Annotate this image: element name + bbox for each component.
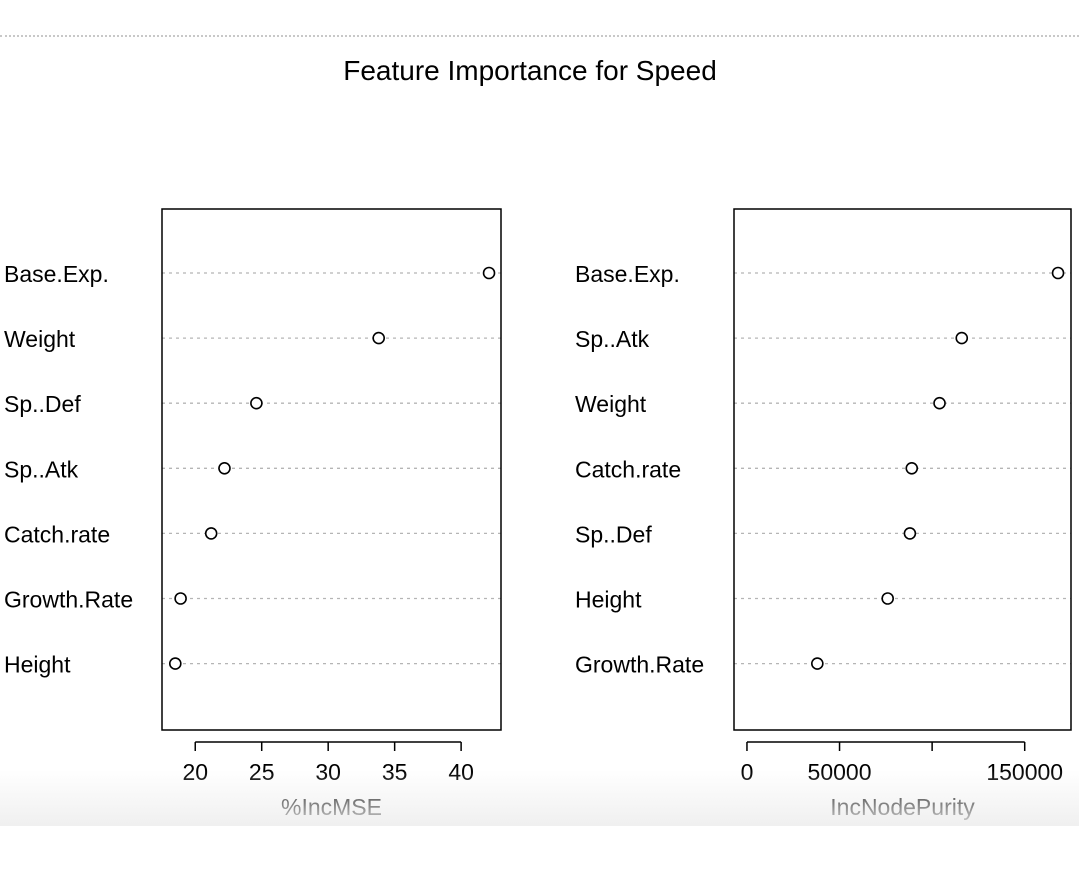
purity-x-tick-label: 50000 xyxy=(808,759,872,785)
mse-category-label: Sp..Atk xyxy=(4,456,79,482)
mse-x-axis-title: %IncMSE xyxy=(281,794,382,820)
top-divider xyxy=(0,35,1079,37)
bottom-strip xyxy=(0,826,1079,872)
mse-category-label: Base.Exp. xyxy=(4,261,109,287)
mse-point xyxy=(204,527,218,540)
mse-x-tick-label: 25 xyxy=(249,759,275,785)
purity-category-label: Height xyxy=(575,587,642,613)
purity-point xyxy=(811,657,824,670)
mse-point xyxy=(168,657,182,670)
panel-incnodepurity: Base.Exp. Sp..Atk Weight Catch.rate Sp..Def H… xyxy=(575,208,1072,820)
purity-category-label: Base.Exp. xyxy=(575,261,680,287)
mse-point xyxy=(482,266,496,280)
mse-x-tick-label: 30 xyxy=(315,759,341,785)
mse-category-label: Sp..Def xyxy=(4,391,81,417)
mse-point xyxy=(174,592,187,605)
purity-category-label: Growth.Rate xyxy=(575,652,704,678)
mse-point xyxy=(372,331,385,345)
mse-x-tick-label: 20 xyxy=(182,759,208,785)
mse-category-label: Catch.rate xyxy=(4,521,110,547)
purity-x-axis-title: IncNodePurity xyxy=(830,794,975,820)
purity-point xyxy=(933,396,946,410)
mse-x-tick-label: 40 xyxy=(448,759,474,785)
purity-x-tick-label: 0 xyxy=(741,759,754,785)
purity-point xyxy=(1051,266,1065,280)
purity-point xyxy=(955,331,969,345)
figure-title: Feature Importance for Speed xyxy=(343,55,717,86)
purity-plot-frame xyxy=(733,208,1072,731)
mse-category-label: Weight xyxy=(4,326,76,352)
purity-point xyxy=(905,461,919,475)
mse-x-tick-label: 35 xyxy=(382,759,408,785)
mse-plot-frame xyxy=(161,208,502,731)
mse-category-label: Height xyxy=(4,652,71,678)
mse-point xyxy=(250,396,263,410)
mse-point xyxy=(218,461,231,475)
panel-incmse: Base.Exp. Weight Sp..Def Sp..Atk Catch.rate G… xyxy=(4,208,502,820)
purity-point xyxy=(903,527,917,540)
purity-category-label: Sp..Atk xyxy=(575,326,650,352)
purity-category-label: Weight xyxy=(575,391,647,417)
mse-category-label: Growth.Rate xyxy=(4,587,133,613)
purity-point xyxy=(881,592,894,605)
purity-category-label: Sp..Def xyxy=(575,521,652,547)
purity-x-tick-label: 150000 xyxy=(986,759,1063,785)
purity-category-label: Catch.rate xyxy=(575,456,681,482)
